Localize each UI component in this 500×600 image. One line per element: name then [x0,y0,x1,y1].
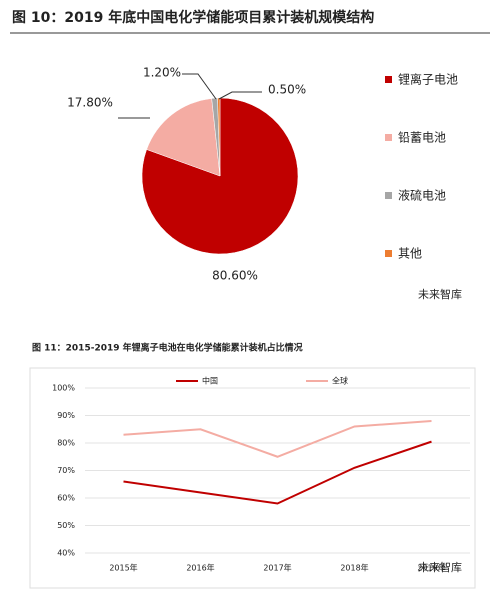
chart-title: 图 11：2015-2019 年锂离子电池在电化学储能累计装机占比情况 [32,342,303,354]
chart-frame [29,367,476,589]
y-tick-label: 80% [57,439,75,448]
data-label: 1.20% [143,66,181,80]
x-tick-label: 2017年 [263,563,291,573]
chart-title: 图 10：2019 年底中国电化学储能项目累计装机规模结构 [12,9,374,26]
leader-line [218,91,262,100]
watermark: 未来智库 [418,560,462,574]
x-tick-label: 2018年 [340,563,368,573]
y-tick-label: 100% [52,384,75,393]
leader-line [182,73,217,100]
legend-label: 其他 [398,247,422,261]
line-series [123,420,432,458]
data-label: 17.80% [67,96,113,110]
x-tick-label: 2016年 [186,563,214,573]
legend-swatch [385,250,392,257]
x-tick-label: 2019年 [417,563,445,573]
x-tick-label: 2015年 [109,563,137,573]
legend-label: 液硫电池 [398,188,446,203]
pie-slice [146,98,221,177]
data-label: 0.50% [268,83,306,97]
y-tick-label: 70% [57,466,75,475]
y-tick-label: 50% [57,521,75,530]
data-label: 80.60% [212,269,258,283]
legend-swatch [385,134,392,141]
legend-swatch [385,76,392,83]
y-tick-label: 90% [57,411,75,420]
legend-label: 锂离子电池 [398,72,458,87]
y-tick-label: 40% [57,549,75,558]
legend-label: 中国 [202,376,218,386]
y-tick-label: 60% [57,494,75,503]
legend-swatch [385,192,392,199]
legend-label: 铅蓄电池 [398,131,446,145]
watermark: 未来智库 [418,287,462,301]
legend-label: 全球 [332,376,348,386]
line-series [123,440,432,505]
